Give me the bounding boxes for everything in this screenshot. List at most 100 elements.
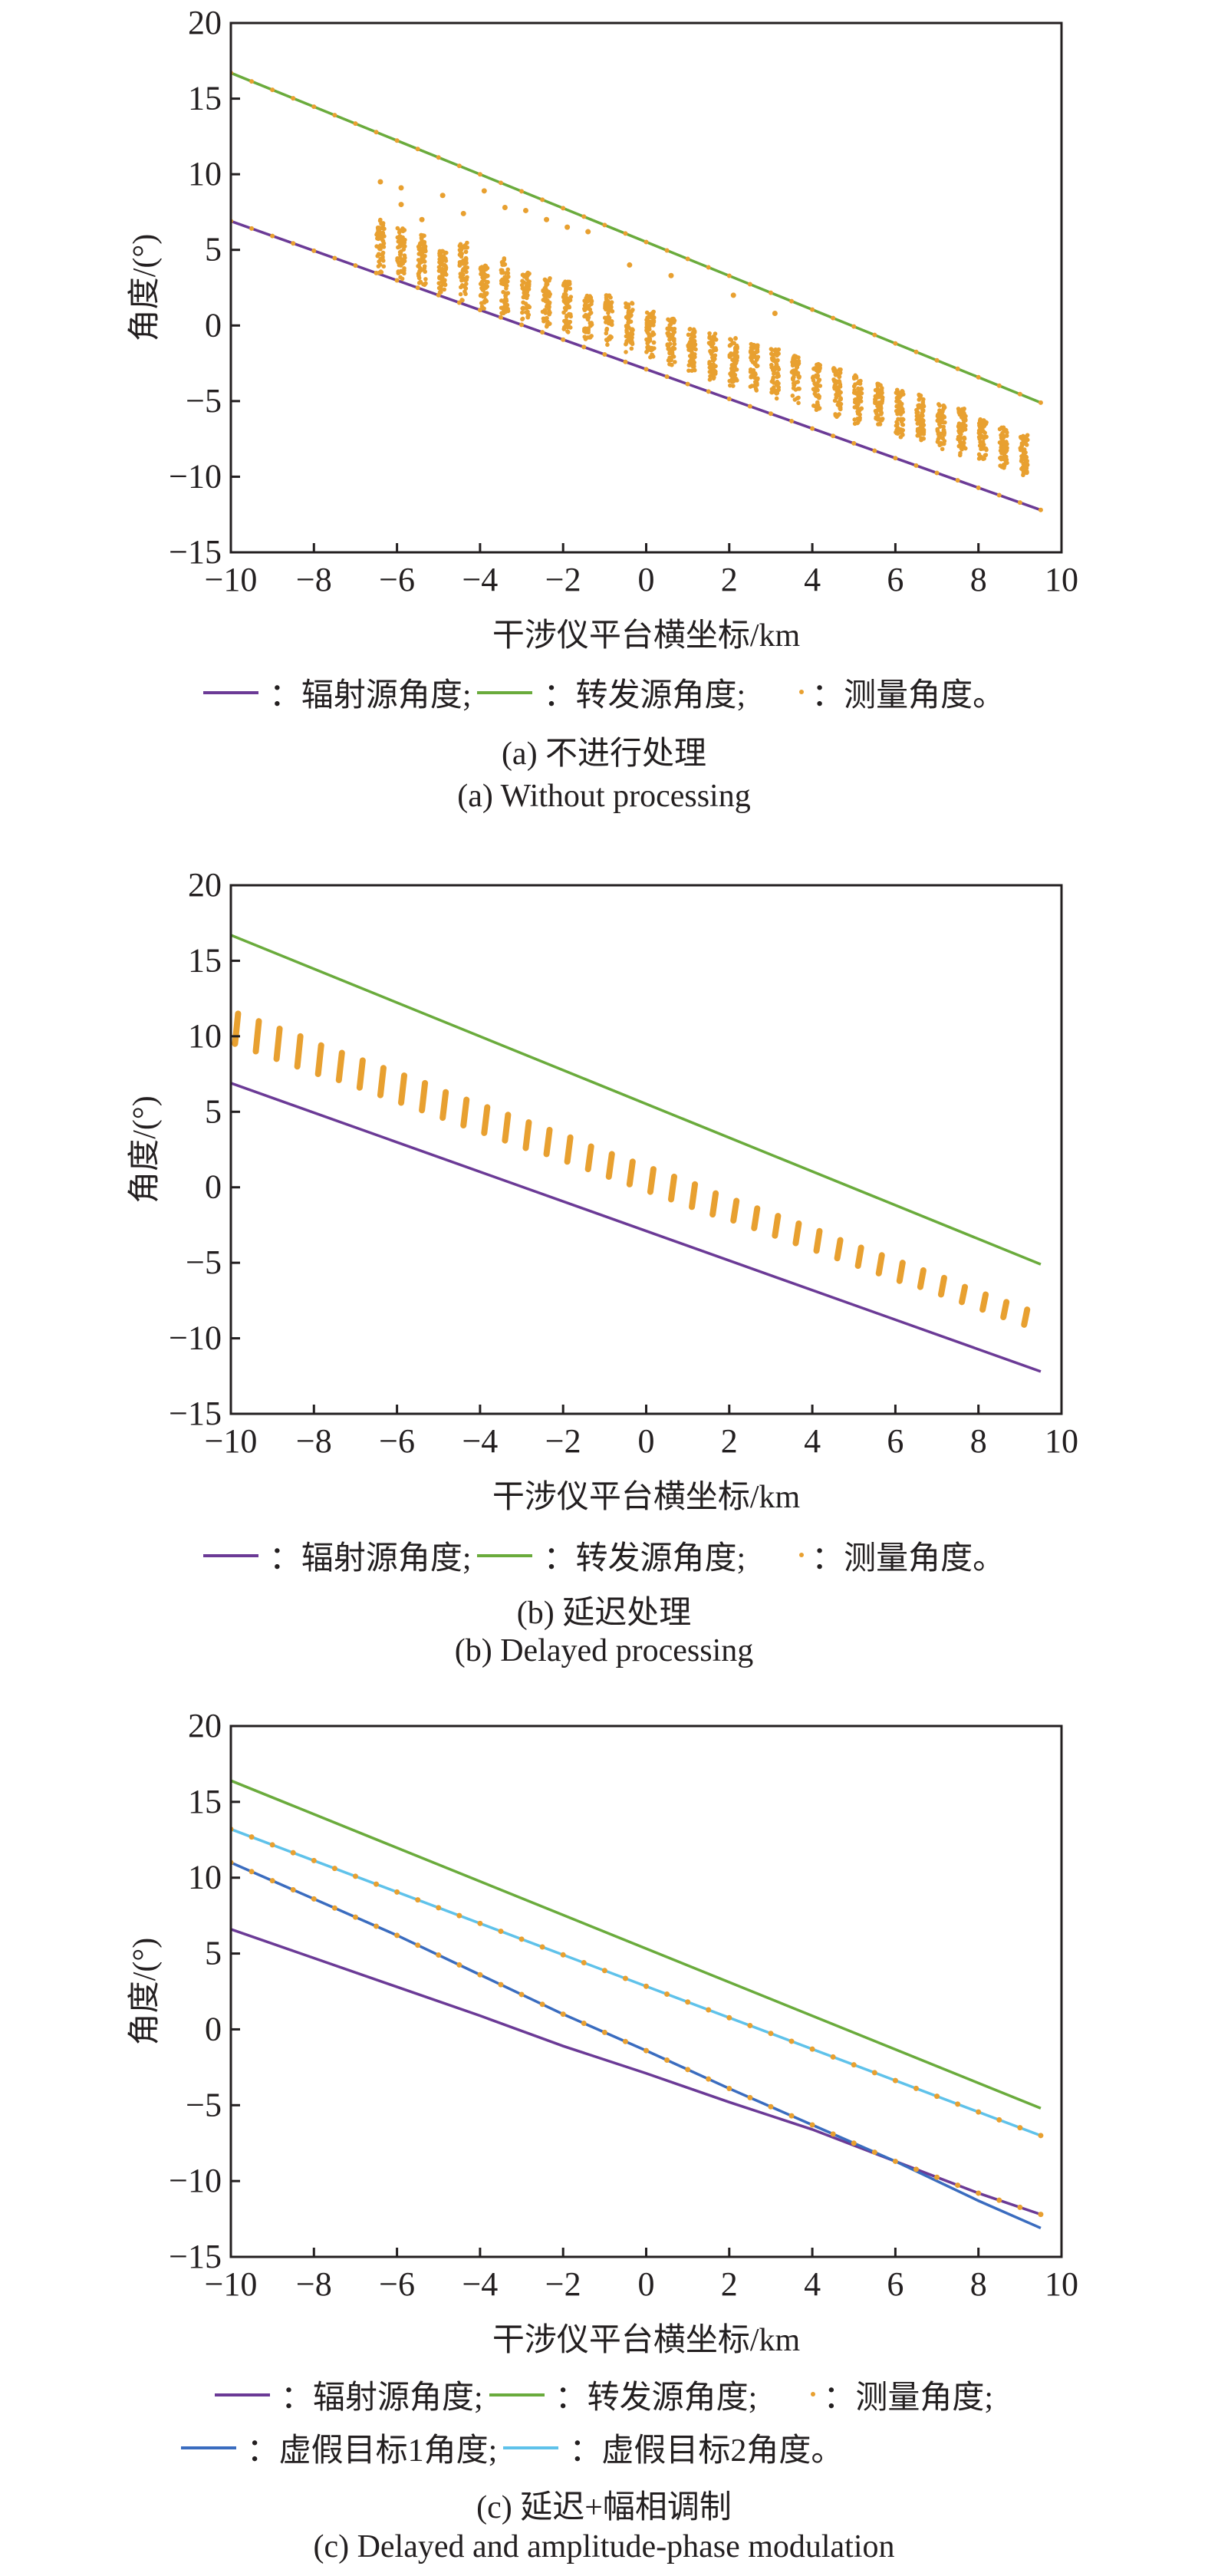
measured-point xyxy=(624,305,629,310)
measured-point xyxy=(504,297,509,302)
measured-point xyxy=(464,269,469,275)
measured-point xyxy=(913,2085,919,2091)
measured-point xyxy=(896,417,900,422)
measured-point xyxy=(1004,433,1009,438)
measured-point xyxy=(831,315,836,321)
measured-point xyxy=(913,349,919,354)
y-axis-label: 角度/(°) xyxy=(127,1095,163,1203)
measured-point xyxy=(667,337,672,342)
y-tick-label: −10 xyxy=(169,457,222,495)
measured-point xyxy=(871,2149,877,2156)
measured-point xyxy=(463,256,468,262)
measured-point xyxy=(935,440,940,444)
measured-point xyxy=(796,395,801,400)
measured-point xyxy=(249,1869,255,1875)
measured-point xyxy=(837,380,842,386)
measured-point xyxy=(752,354,758,359)
measured-point xyxy=(687,348,693,353)
measured-point xyxy=(772,367,777,373)
measured-point xyxy=(851,384,857,389)
measured-point xyxy=(269,1842,275,1848)
x-tick-label: 6 xyxy=(887,2265,904,2303)
x-tick-label: 10 xyxy=(1045,1422,1078,1460)
measured-point xyxy=(711,376,716,381)
measured-point xyxy=(771,375,776,380)
measured-point xyxy=(643,367,649,372)
measured-point xyxy=(685,256,690,262)
measured-point xyxy=(955,366,960,371)
measured-point xyxy=(937,422,942,427)
measured-point xyxy=(1019,441,1025,446)
measured-point xyxy=(438,262,443,267)
measured-point xyxy=(832,398,838,404)
measured-point xyxy=(980,446,986,451)
measured-point xyxy=(395,226,400,231)
measured-point xyxy=(563,300,568,305)
measured-point xyxy=(996,2197,1002,2203)
measured-point xyxy=(377,233,382,238)
measured-point xyxy=(270,233,275,239)
measured-point xyxy=(707,331,712,336)
measured-point xyxy=(604,297,609,301)
measured-point xyxy=(561,206,566,211)
measured-point xyxy=(626,315,631,321)
measured-point xyxy=(423,277,428,282)
measured-point xyxy=(423,249,428,254)
x-tick-label: −4 xyxy=(462,2265,498,2303)
measured-point xyxy=(629,346,634,351)
measured-point xyxy=(525,281,529,286)
measured-point xyxy=(439,193,446,199)
measured-point xyxy=(851,324,857,329)
measured-point xyxy=(728,383,732,388)
measured-point xyxy=(776,347,782,352)
measured-point xyxy=(623,359,628,364)
measured-point xyxy=(422,259,427,264)
measured-point xyxy=(688,363,693,367)
measured-point xyxy=(505,271,511,275)
measured-point xyxy=(1021,466,1026,470)
measured-point xyxy=(436,155,441,160)
measured-point xyxy=(872,332,877,338)
measured-column xyxy=(314,1042,324,1078)
legend-label: ：辐射源角度; xyxy=(268,1541,472,1576)
measured-point xyxy=(499,311,504,316)
measured-point xyxy=(481,188,487,194)
measured-point xyxy=(477,1920,483,1926)
measured-point xyxy=(959,407,965,413)
measured-point xyxy=(331,1866,337,1872)
measured-point xyxy=(1038,507,1043,512)
measured-point xyxy=(565,313,569,318)
measured-point xyxy=(479,285,484,291)
measured-point xyxy=(774,391,779,396)
measured-point xyxy=(539,1944,545,1950)
measured-point xyxy=(436,1905,442,1911)
measured-point xyxy=(627,262,633,268)
measured-point xyxy=(976,374,981,380)
measured-point xyxy=(709,351,714,357)
measured-point xyxy=(792,383,796,388)
y-tick-label: 20 xyxy=(188,1707,222,1744)
legend-label: ：虚假目标1角度; xyxy=(246,2433,498,2469)
measured-point xyxy=(916,405,921,410)
measured-point xyxy=(913,2166,919,2172)
measured-point xyxy=(547,311,551,317)
measured-point xyxy=(752,342,756,348)
measured-point xyxy=(581,2021,587,2027)
measured-point xyxy=(811,366,816,371)
measured-point xyxy=(563,286,568,292)
measured-point xyxy=(498,315,503,320)
legend-label: ：辐射源角度; xyxy=(268,678,472,713)
measured-point xyxy=(568,312,573,317)
measured-point xyxy=(643,2047,649,2054)
measured-point xyxy=(504,286,509,291)
measured-point xyxy=(541,297,547,302)
measured-point xyxy=(940,446,945,452)
measured-point xyxy=(440,249,446,254)
measured-point xyxy=(686,332,691,338)
measured-point xyxy=(917,429,922,434)
x-tick-label: 2 xyxy=(721,561,738,598)
measured-point xyxy=(477,172,482,177)
measured-point xyxy=(629,330,634,335)
measured-point xyxy=(979,456,983,460)
legend-label: ：测量角度。 xyxy=(811,678,1006,713)
